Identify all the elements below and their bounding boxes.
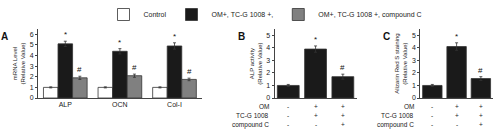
svg-text:4: 4 bbox=[266, 44, 270, 51]
svg-text:#: # bbox=[340, 63, 345, 72]
svg-text:-: - bbox=[287, 121, 289, 128]
svg-text:2: 2 bbox=[30, 73, 34, 80]
svg-text:2: 2 bbox=[412, 69, 416, 76]
svg-text:-: - bbox=[431, 121, 433, 128]
svg-text:Col-I: Col-I bbox=[167, 101, 182, 108]
svg-text:0: 0 bbox=[266, 94, 270, 101]
svg-text:-: - bbox=[431, 112, 433, 119]
svg-text:OM+, TC-G 1008 +,: OM+, TC-G 1008 +, bbox=[212, 11, 274, 18]
svg-text:6: 6 bbox=[30, 31, 34, 38]
svg-text:5: 5 bbox=[266, 32, 270, 39]
svg-text:B: B bbox=[238, 31, 245, 42]
svg-text:#: # bbox=[77, 65, 82, 74]
svg-text:OCN: OCN bbox=[112, 101, 128, 108]
svg-text:5: 5 bbox=[30, 41, 34, 48]
svg-text:compound C: compound C bbox=[377, 121, 414, 129]
svg-text:ALP activity(Relative Value): ALP activity(Relative Value) bbox=[249, 42, 263, 84]
svg-text:OM: OM bbox=[404, 103, 414, 110]
svg-text:compound C: compound C bbox=[232, 121, 269, 129]
svg-text:ALP: ALP bbox=[59, 101, 73, 108]
svg-text:*: * bbox=[64, 30, 67, 39]
svg-text:0: 0 bbox=[412, 94, 416, 101]
svg-text:4: 4 bbox=[412, 44, 416, 51]
svg-text:1: 1 bbox=[266, 82, 270, 89]
svg-text:+: + bbox=[455, 112, 459, 119]
svg-text:+: + bbox=[341, 112, 345, 119]
svg-text:*: * bbox=[314, 35, 317, 44]
svg-text:1: 1 bbox=[412, 82, 416, 89]
svg-text:+: + bbox=[479, 121, 483, 128]
svg-text:3: 3 bbox=[266, 57, 270, 64]
svg-text:OM: OM bbox=[259, 103, 269, 110]
svg-text:+: + bbox=[479, 112, 483, 119]
svg-text:2: 2 bbox=[266, 69, 270, 76]
svg-text:-: - bbox=[431, 103, 433, 110]
svg-text:-: - bbox=[287, 112, 289, 119]
svg-text:+: + bbox=[455, 103, 459, 110]
svg-text:3: 3 bbox=[412, 57, 416, 64]
svg-text:4: 4 bbox=[30, 52, 34, 59]
svg-text:+: + bbox=[314, 103, 318, 110]
svg-text:5: 5 bbox=[412, 32, 416, 39]
svg-text:Alizarin Red S staining(Relati: Alizarin Red S staining(Relative Value) bbox=[394, 33, 408, 93]
svg-text:OM+, TC-G 1008 +, compound C: OM+, TC-G 1008 +, compound C bbox=[318, 11, 421, 19]
svg-text:-: - bbox=[287, 103, 289, 110]
svg-text:1: 1 bbox=[30, 84, 34, 91]
svg-text:+: + bbox=[341, 121, 345, 128]
svg-text:#: # bbox=[132, 63, 137, 72]
svg-text:Control: Control bbox=[144, 11, 167, 18]
svg-text:-: - bbox=[315, 121, 317, 128]
svg-text:+: + bbox=[479, 103, 483, 110]
svg-text:TC-G 1008: TC-G 1008 bbox=[236, 112, 269, 119]
svg-text:*: * bbox=[455, 32, 458, 41]
svg-text:3: 3 bbox=[30, 63, 34, 70]
svg-text:A: A bbox=[1, 31, 8, 42]
svg-text:TC-G 1008: TC-G 1008 bbox=[381, 112, 414, 119]
svg-text:#: # bbox=[187, 67, 192, 76]
svg-text:0: 0 bbox=[30, 94, 34, 101]
svg-text:C: C bbox=[383, 31, 390, 42]
svg-text:*: * bbox=[118, 38, 121, 47]
svg-text:*: * bbox=[173, 32, 176, 41]
svg-text:+: + bbox=[341, 103, 345, 110]
svg-text:-: - bbox=[456, 121, 458, 128]
svg-text:mRNA Level(Relative Value): mRNA Level(Relative Value) bbox=[12, 42, 26, 84]
svg-text:#: # bbox=[478, 66, 483, 75]
svg-text:+: + bbox=[314, 112, 318, 119]
